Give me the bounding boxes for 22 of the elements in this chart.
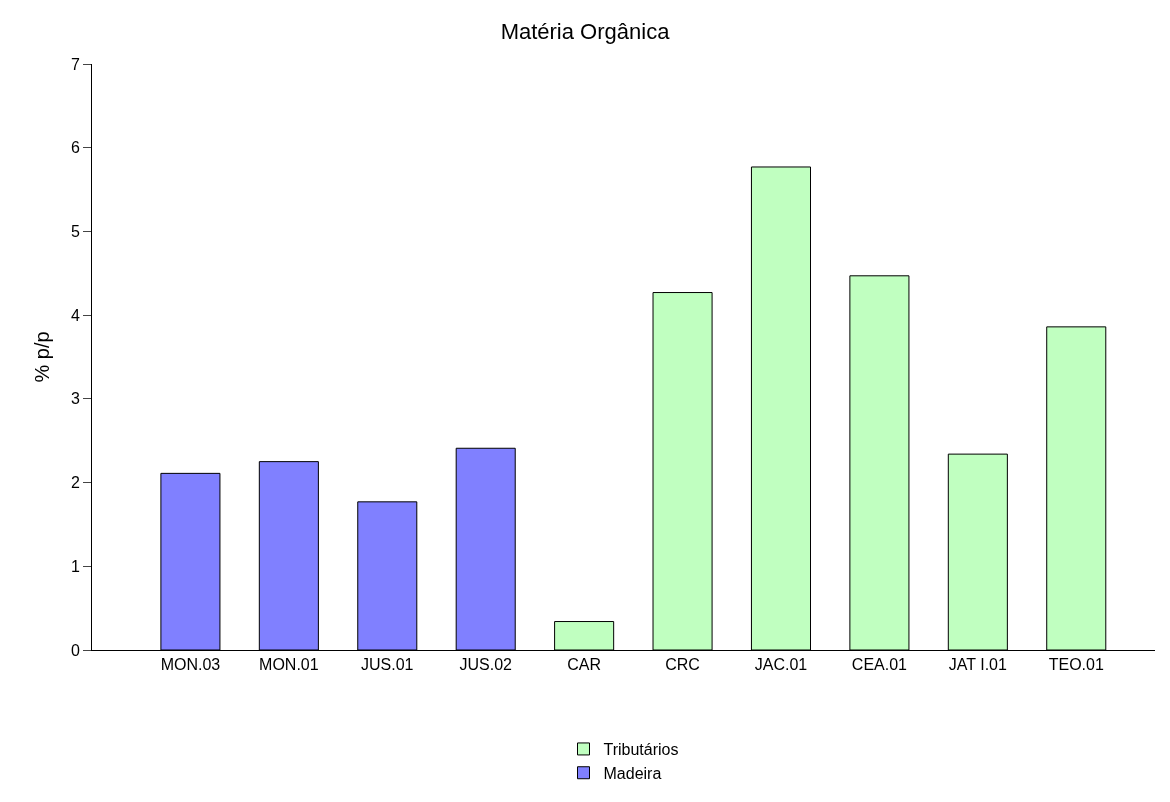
x-tick-label: MON.03 [160, 656, 221, 674]
x-tick-label: TEO.01 [1048, 656, 1104, 674]
chart-title: Matéria Orgânica [500, 19, 671, 45]
y-tick-label: 1 [70, 557, 80, 575]
y-tick-label: 5 [70, 223, 80, 241]
y-tick-label: 0 [70, 641, 80, 659]
x-tick-label: JUS.01 [361, 656, 414, 674]
legend-label: Tributários [603, 741, 679, 759]
x-tick-label: JAT I.01 [948, 656, 1007, 674]
y-tick-label: 4 [70, 306, 80, 324]
x-tick-label: JAC.01 [754, 656, 808, 674]
legend-label: Madeira [603, 764, 662, 782]
y-axis-title: % p/p [31, 331, 54, 383]
x-tick-label: CEA.01 [851, 656, 908, 674]
x-tick-label: CAR [567, 656, 602, 674]
x-tick-label: MON.01 [259, 656, 319, 674]
y-tick-label: 3 [70, 390, 80, 408]
y-tick-label: 7 [70, 55, 80, 73]
y-tick-label: 6 [70, 139, 80, 157]
x-tick-label: CRC [665, 656, 700, 674]
y-tick-label: 2 [70, 474, 80, 492]
x-tick-label: JUS.02 [459, 656, 513, 674]
